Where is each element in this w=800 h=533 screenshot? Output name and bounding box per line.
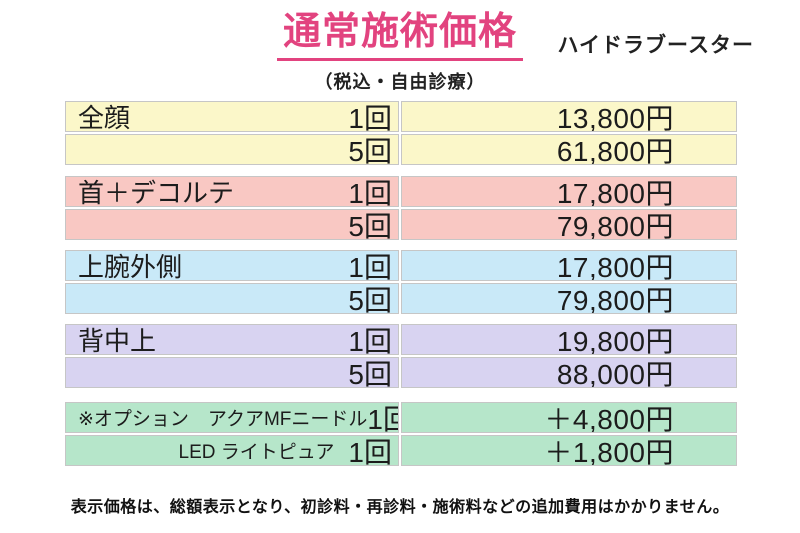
session-count: 5回 bbox=[348, 210, 392, 240]
area-label: 全顔 bbox=[78, 103, 131, 132]
price-block-upper-arm-outer: 上腕外側 1回 17,800円 5回 79,800円 bbox=[65, 250, 737, 314]
price-value: 79,800円 bbox=[556, 284, 674, 314]
price-table: 全顔 1回 13,800円 5回 61,800円 首＋デコルテ 1回 17,80… bbox=[65, 101, 737, 476]
option-cell: LED ライトピュア 1回 bbox=[65, 435, 399, 466]
price-value: 17,800円 bbox=[556, 251, 674, 281]
price-value: 19,800円 bbox=[556, 325, 674, 355]
session-count: 5回 bbox=[348, 358, 392, 388]
price-value: 79,800円 bbox=[556, 210, 674, 240]
session-count: 5回 bbox=[348, 135, 392, 165]
price-cell: 13,800円 bbox=[401, 101, 737, 132]
price-cell: 17,800円 bbox=[401, 250, 737, 281]
area-cell: 5回 bbox=[65, 209, 399, 240]
product-name: ハイドラブースター bbox=[557, 34, 754, 57]
session-count: 5回 bbox=[348, 284, 392, 314]
price-cell: 61,800円 bbox=[401, 134, 737, 165]
session-count: 1回 bbox=[348, 325, 392, 355]
price-cell: 79,800円 bbox=[401, 209, 737, 240]
option-cell: ※オプション アクアMFニードル 1回 bbox=[65, 402, 399, 433]
price-block-options: ※オプション アクアMFニードル 1回 ＋4,800円 LED ライトピュア 1… bbox=[65, 402, 737, 466]
price-value: 88,000円 bbox=[556, 358, 674, 388]
session-count: 1回 bbox=[348, 177, 392, 207]
price-value: 17,800円 bbox=[556, 177, 674, 207]
area-label: 上腕外側 bbox=[78, 252, 183, 281]
header: 通常施術価格 （税込・自由診療） bbox=[0, 11, 800, 94]
price-value: ＋4,800円 bbox=[544, 403, 674, 433]
area-cell: 5回 bbox=[65, 357, 399, 388]
price-cell: ＋4,800円 bbox=[401, 402, 737, 433]
area-cell: 上腕外側 1回 bbox=[65, 250, 399, 281]
session-count: 1回 bbox=[348, 251, 392, 281]
area-label: 首＋デコルテ bbox=[78, 178, 235, 207]
price-block-upper-back: 背中上 1回 19,800円 5回 88,000円 bbox=[65, 324, 737, 388]
footer-note: 表示価格は、総額表示となり、初診料・再診料・施術料などの追加費用はかかりません。 bbox=[70, 499, 730, 516]
price-cell: 88,000円 bbox=[401, 357, 737, 388]
area-label: 背中上 bbox=[78, 326, 157, 355]
price-value: 61,800円 bbox=[556, 135, 674, 165]
session-count: 1回 bbox=[367, 403, 398, 433]
option-label: ※オプション アクアMFニードル bbox=[78, 409, 368, 430]
page-title: 通常施術価格 bbox=[276, 11, 523, 61]
area-cell: 首＋デコルテ 1回 bbox=[65, 176, 399, 207]
price-cell: 19,800円 bbox=[401, 324, 737, 355]
price-block-neck-decollete: 首＋デコルテ 1回 17,800円 5回 79,800円 bbox=[65, 176, 737, 240]
price-cell: 79,800円 bbox=[401, 283, 737, 314]
price-cell: 17,800円 bbox=[401, 176, 737, 207]
price-block-full-face: 全顔 1回 13,800円 5回 61,800円 bbox=[65, 101, 737, 165]
price-value: ＋1,800円 bbox=[544, 436, 674, 466]
session-count: 1回 bbox=[348, 102, 392, 132]
area-cell: 5回 bbox=[65, 283, 399, 314]
price-value: 13,800円 bbox=[556, 102, 674, 132]
area-cell: 背中上 1回 bbox=[65, 324, 399, 355]
tax-note: （税込・自由診療） bbox=[314, 71, 486, 92]
session-count: 1回 bbox=[348, 436, 392, 466]
area-cell: 5回 bbox=[65, 134, 399, 165]
area-cell: 全顔 1回 bbox=[65, 101, 399, 132]
price-cell: ＋1,800円 bbox=[401, 435, 737, 466]
option-label: LED ライトピュア bbox=[178, 442, 335, 463]
